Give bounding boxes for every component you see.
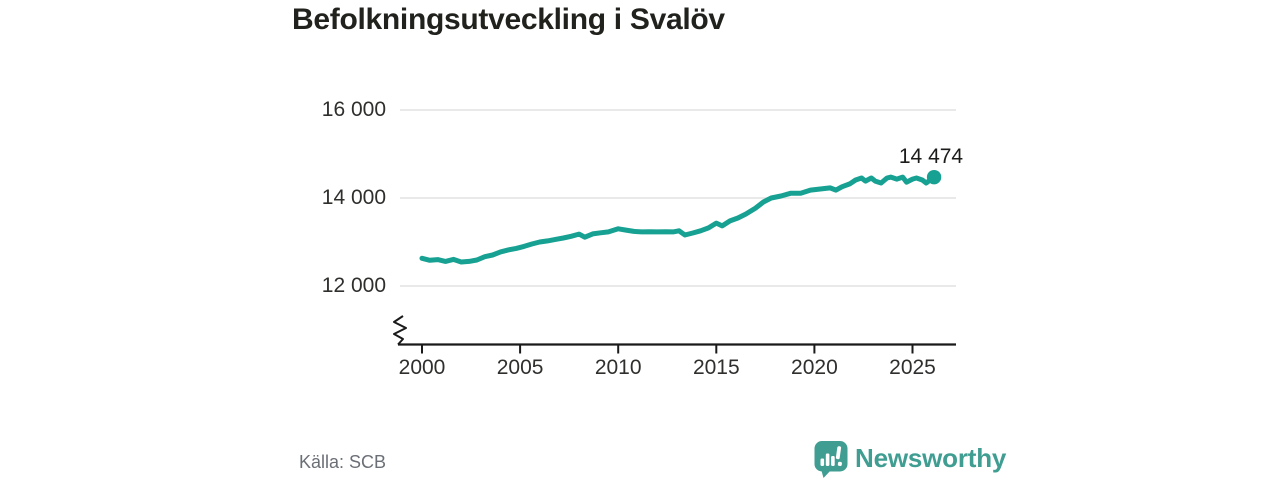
chart-title: Befolkningsutveckling i Svalöv — [292, 3, 725, 36]
brand-logo: Newsworthy — [814, 440, 1006, 478]
source-note: Källa: SCB — [299, 452, 387, 472]
y-axis-tick-label: 14 000 — [321, 186, 386, 209]
y-axis-tick-label: 16 000 — [321, 98, 386, 121]
population-line-series — [419, 174, 937, 265]
y-axis-break-icon — [393, 315, 407, 346]
last-point-marker — [926, 169, 942, 185]
last-value-label: 14 474 — [898, 145, 964, 168]
x-axis-tick-label: 2020 — [791, 356, 838, 379]
newsworthy-speech-bubble-barchart-icon — [814, 440, 848, 480]
x-axis-tick-label: 2025 — [889, 356, 936, 379]
x-axis-tick-label: 2010 — [594, 356, 642, 379]
x-axis-tick-label: 2015 — [692, 356, 740, 379]
x-axis-tick-label: 2005 — [496, 356, 544, 379]
x-axis-tick-label: 2000 — [398, 356, 446, 379]
y-axis-tick-label: 12 000 — [321, 274, 386, 297]
brand-name: Newsworthy — [855, 443, 1007, 473]
